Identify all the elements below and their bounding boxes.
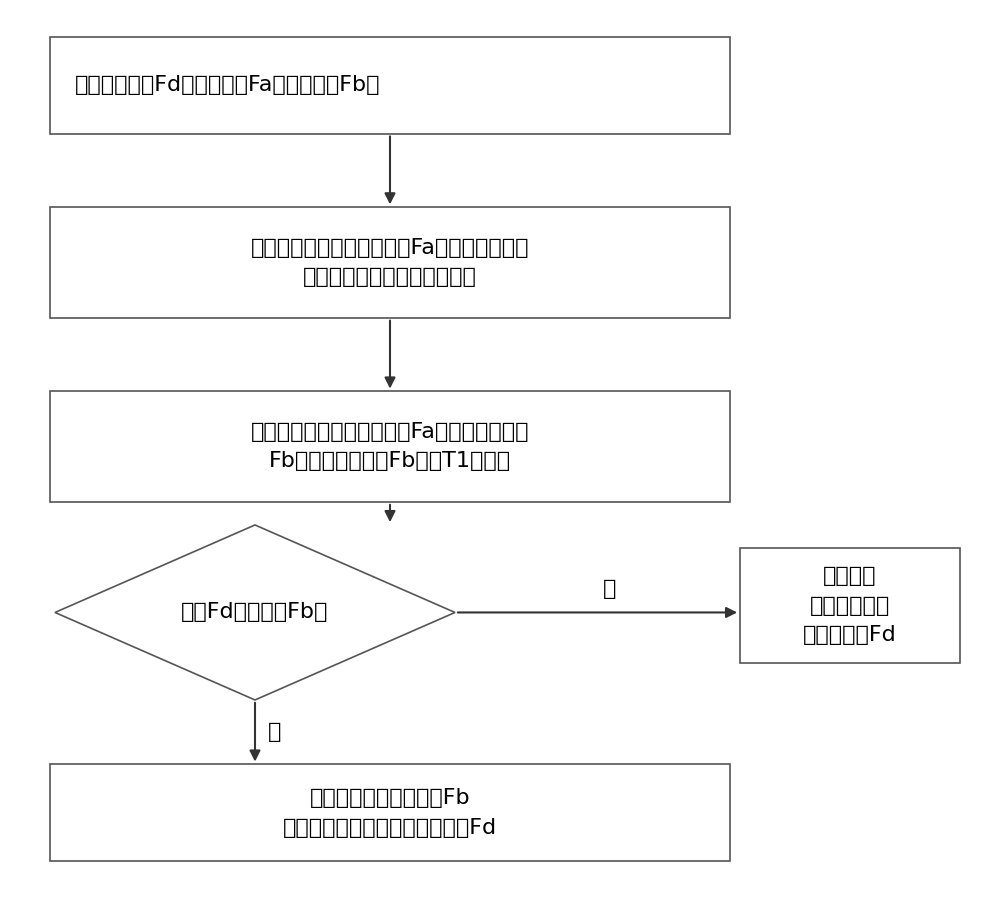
FancyBboxPatch shape — [740, 548, 960, 663]
FancyBboxPatch shape — [50, 391, 730, 502]
Text: 判断Fd是否小于Fb，: 判断Fd是否小于Fb， — [181, 602, 329, 623]
Text: 是: 是 — [603, 579, 617, 600]
FancyBboxPatch shape — [50, 207, 730, 318]
Text: 设定目标频率Fd、第一频率Fa、第二频率Fb；: 设定目标频率Fd、第一频率Fa、第二频率Fb； — [75, 76, 380, 95]
FancyBboxPatch shape — [50, 37, 730, 134]
Text: 控制变频
压缩机的频率
直接下降到Fd: 控制变频 压缩机的频率 直接下降到Fd — [803, 566, 897, 645]
Polygon shape — [55, 525, 455, 700]
Text: 否: 否 — [268, 722, 282, 742]
Text: 控制变频压缩机以第一频率Fa运行一段时间，
直到变频空调的四通阀换向；: 控制变频压缩机以第一频率Fa运行一段时间， 直到变频空调的四通阀换向； — [251, 238, 529, 287]
Text: 控制变频压缩机的频率Fb
经多次升降频后稳定在目标频率Fd: 控制变频压缩机的频率Fb 经多次升降频后稳定在目标频率Fd — [283, 788, 497, 837]
Text: 控制变频压缩机从第一频率Fa下降至第二频率
Fb，且以第二频率Fb运行T1时间；: 控制变频压缩机从第一频率Fa下降至第二频率 Fb，且以第二频率Fb运行T1时间； — [251, 422, 529, 472]
FancyBboxPatch shape — [50, 764, 730, 861]
